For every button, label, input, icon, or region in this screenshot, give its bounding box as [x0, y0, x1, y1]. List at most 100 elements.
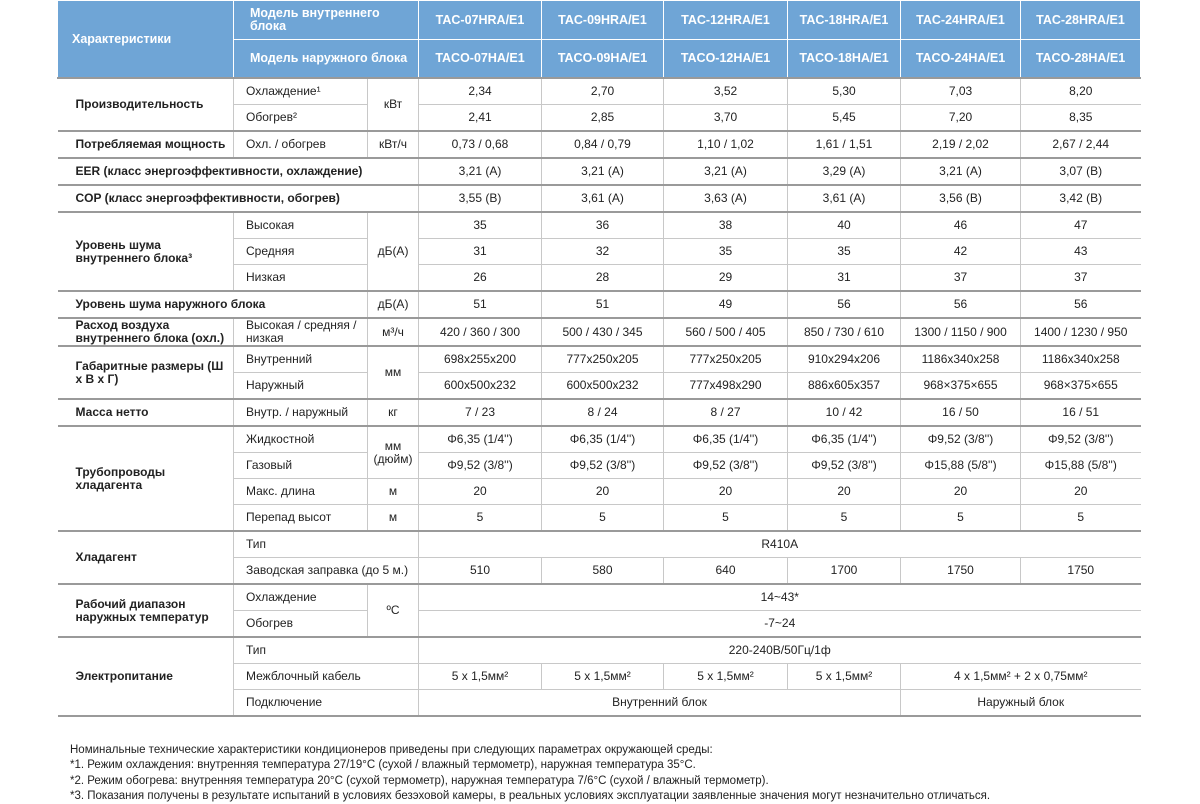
value-cell: 510	[418, 557, 542, 585]
row-sublabel: Перепад высот	[233, 504, 368, 532]
row-sublabel: Охлаждение¹	[233, 77, 368, 105]
value-cell: Φ15,88 (5/8'')	[900, 452, 1021, 479]
value-cell: 5 x 1,5мм²	[418, 663, 542, 690]
table-row: Потребляемая мощность Охл. / обогрев кВт/ч…	[57, 130, 1141, 159]
value-cell: Φ9,52 (3/8'')	[541, 452, 664, 479]
value-cell: 51	[541, 290, 664, 319]
spec-group: Масса нетто Внутр. / наружный кг 7 / 23 8 / …	[57, 398, 1141, 427]
value-cell: 2,67 / 2,44	[1020, 130, 1141, 159]
spec-group: Электропитание Тип 220-240В/50Гц/1ф Межблоч…	[57, 636, 1141, 717]
row-sublabel: Внутренний	[233, 345, 368, 373]
table-row: Макс. длина м 20 20 20 20 20 20	[58, 478, 1141, 505]
value-cell: 5	[418, 504, 542, 532]
value-cell: 3,42 (B)	[1020, 184, 1141, 213]
footnote-line: *1. Режим охлаждения: внутренняя темпера…	[70, 759, 696, 772]
value-cell: 777x498x290	[663, 372, 788, 400]
indoor-model-header: TAC-09HRA/E1	[541, 0, 664, 40]
value-cell: 10 / 42	[787, 398, 901, 427]
value-cell: Φ6,35 (1/4'')	[787, 425, 901, 453]
group-label: Уровень шума наружного блока	[57, 290, 368, 319]
value-cell: 5 x 1,5мм²	[787, 663, 901, 690]
value-cell: 31	[787, 264, 901, 292]
row-sublabel: Жидкостной	[233, 425, 368, 453]
spec-group: Производительность Охлаждение¹ кВт 2,34 2,70…	[57, 77, 1141, 132]
value-cell: 7,20	[900, 104, 1021, 132]
indoor-model-header: TAC-28HRA/E1	[1020, 0, 1141, 40]
table-row: Производительность Охлаждение¹ кВт 2,34 2,70…	[57, 77, 1141, 132]
row-sublabel: Высокая	[233, 211, 368, 239]
value-cell: 16 / 50	[900, 398, 1021, 427]
value-cell: 3,21 (A)	[541, 157, 664, 186]
value-cell: 8,20	[1020, 77, 1141, 105]
value-cell: Φ9,52 (3/8'')	[787, 452, 901, 479]
indoor-model-header: TAC-18HRA/E1	[787, 0, 901, 40]
outdoor-model-header: TACO-24HA/E1	[900, 39, 1021, 79]
value-cell: 29	[663, 264, 788, 292]
unit-cell: кВт	[367, 77, 419, 132]
table-row: Рабочий диапазон наружных температур Охла…	[57, 583, 1141, 638]
value-cell: 5	[900, 504, 1021, 532]
value-cell: 8 / 27	[663, 398, 788, 427]
group-label: Рабочий диапазон наружных температур	[57, 583, 234, 638]
value-cell: Φ9,52 (3/8'')	[1020, 425, 1141, 453]
value-cell: 35	[787, 238, 901, 265]
row-sublabel: Низкая	[233, 264, 368, 292]
value-cell: 5	[1020, 504, 1141, 532]
outdoor-model-header: TACO-07HA/E1	[418, 39, 542, 79]
value-cell: 698x255x200	[418, 345, 542, 373]
value-cell: 2,70	[541, 77, 664, 105]
value-cell: 3,21 (A)	[663, 157, 788, 186]
row-sublabel: Высокая / средняя / низкая	[233, 317, 368, 347]
group-label: Масса нетто	[57, 398, 234, 427]
value-cell: Φ9,52 (3/8'')	[418, 452, 542, 479]
group-label: Электропитание	[57, 636, 234, 717]
value-cell: 31	[418, 238, 542, 265]
table-row: EER (класс энергоэффективности, охлажден…	[57, 157, 1141, 186]
group-label: Расход воздуха внутреннего блока (охл.)	[57, 317, 234, 347]
unit-cell: м³/ч	[367, 317, 419, 347]
spec-group: Габаритные размеры (Ш х В х Г) Внутренний…	[57, 345, 1141, 400]
value-cell: 3,29 (A)	[787, 157, 901, 186]
spec-group: EER (класс энергоэффективности, охлажден…	[57, 157, 1141, 186]
table-row: COP (класс энергоэффективности, обогрев)…	[57, 184, 1141, 213]
value-cell: 500 / 430 / 345	[541, 317, 664, 347]
value-cell: 3,56 (B)	[900, 184, 1021, 213]
value-cell: R410A	[418, 530, 1141, 558]
table-row: Габаритные размеры (Ш х В х Г) Внутренний…	[57, 345, 1141, 400]
indoor-model-label: Модель внутреннего блока	[233, 0, 419, 40]
value-cell: 32	[541, 238, 664, 265]
value-cell: 20	[1020, 478, 1141, 505]
unit-cell: м	[367, 504, 419, 532]
value-cell: 3,55 (B)	[418, 184, 542, 213]
value-cell: 4 x 1,5мм² + 2 x 0,75мм²	[900, 663, 1141, 690]
value-cell: 2,34	[418, 77, 542, 105]
unit-cell: кВт/ч	[367, 130, 419, 159]
value-cell: 1750	[900, 557, 1021, 585]
value-cell: 5	[663, 504, 788, 532]
value-cell: 56	[900, 290, 1021, 319]
value-cell: 5,30	[787, 77, 901, 105]
value-cell: 5,45	[787, 104, 901, 132]
value-cell: 3,61 (A)	[787, 184, 901, 213]
footnote-line: *2. Режим обогрева: внутренняя температу…	[70, 774, 769, 787]
value-cell: 38	[663, 211, 788, 239]
value-cell: 43	[1020, 238, 1141, 265]
row-sublabel: Заводская заправка (до 5 м.)	[233, 557, 419, 585]
value-cell: 28	[541, 264, 664, 292]
value-cell: 37	[900, 264, 1021, 292]
value-cell: 5	[541, 504, 664, 532]
value-cell: Φ6,35 (1/4'')	[418, 425, 542, 453]
indoor-model-header: TAC-07HRA/E1	[418, 0, 542, 40]
table-row: Уровень шума внутреннего блока³ Высокая дБ…	[57, 211, 1141, 292]
value-cell: 3,21 (A)	[418, 157, 542, 186]
outdoor-model-header: TACO-09HA/E1	[541, 39, 664, 79]
value-cell: 560 / 500 / 405	[663, 317, 788, 347]
value-cell: 14~43*	[418, 583, 1141, 611]
indoor-model-header: TAC-12HRA/E1	[663, 0, 788, 40]
group-label: Уровень шума внутреннего блока³	[57, 211, 234, 292]
value-cell: 35	[663, 238, 788, 265]
table-header: Характеристики Модель внутреннего блока …	[57, 0, 1141, 79]
unit-cell: дБ(А)	[367, 290, 419, 319]
value-cell: 36	[541, 211, 664, 239]
outdoor-model-label: Модель наружного блока	[233, 39, 419, 79]
